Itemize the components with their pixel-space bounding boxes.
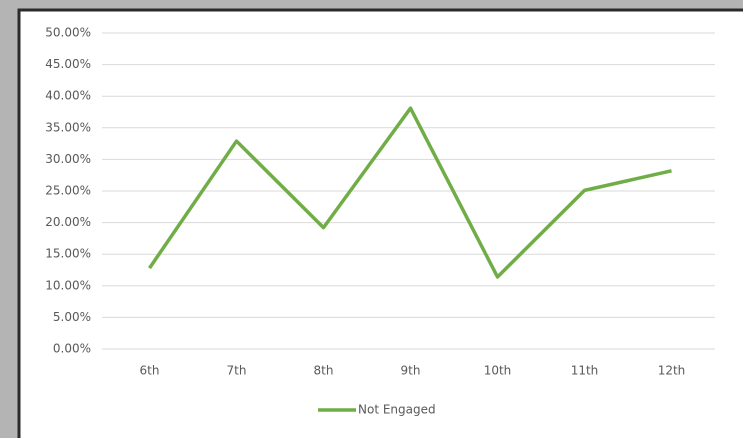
- y-tick-label: 30.00%: [45, 152, 91, 166]
- y-tick-label: 15.00%: [45, 247, 91, 261]
- y-tick-label: 0.00%: [53, 342, 91, 356]
- x-tick-label: 7th: [227, 364, 247, 378]
- chart-panel: [17, 8, 743, 438]
- y-tick-label: 40.00%: [45, 89, 91, 103]
- y-tick-label: 35.00%: [45, 120, 91, 134]
- x-tick-label: 12th: [658, 364, 686, 378]
- x-tick-label: 9th: [401, 364, 421, 378]
- x-tick-label: 11th: [571, 364, 599, 378]
- x-tick-label: 8th: [314, 364, 334, 378]
- legend-label: Not Engaged: [358, 403, 436, 417]
- line-series: [148, 106, 672, 279]
- y-tick-label: 5.00%: [53, 310, 91, 324]
- y-tick-label: 45.00%: [45, 57, 91, 71]
- y-tick-label: 20.00%: [45, 215, 91, 229]
- x-tick-label: 10th: [484, 364, 512, 378]
- y-tick-label: 25.00%: [45, 184, 91, 198]
- y-tick-label: 10.00%: [45, 278, 91, 292]
- y-tick-label: 50.00%: [45, 26, 91, 40]
- x-tick-label: 6th: [140, 364, 160, 378]
